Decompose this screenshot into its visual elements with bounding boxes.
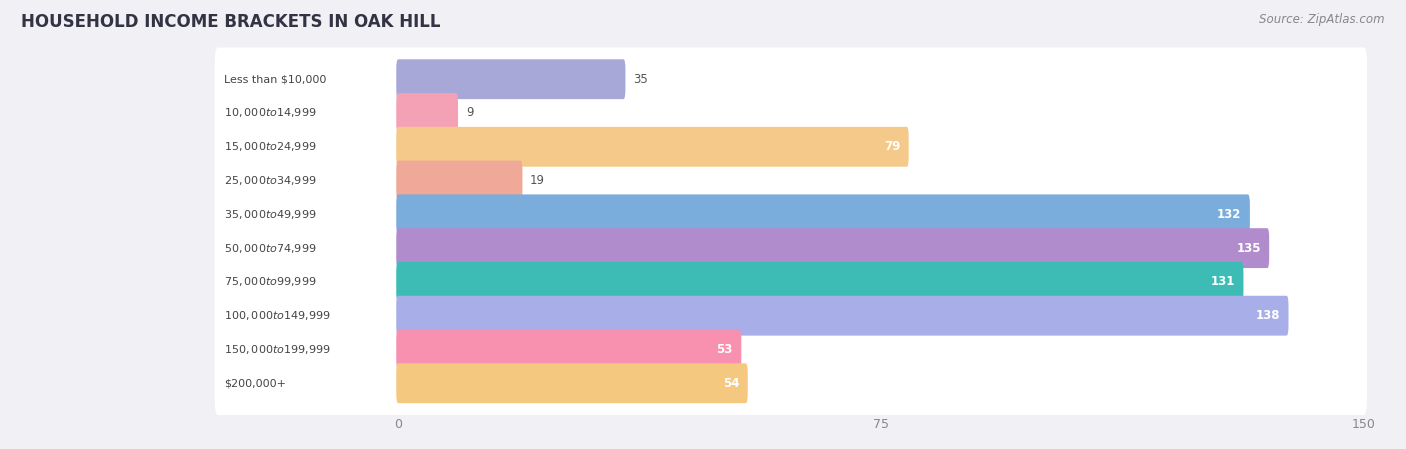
Text: 131: 131 (1211, 275, 1234, 288)
Text: 9: 9 (465, 106, 474, 119)
Text: $50,000 to $74,999: $50,000 to $74,999 (225, 242, 316, 255)
Text: $10,000 to $14,999: $10,000 to $14,999 (225, 106, 316, 119)
Text: $100,000 to $149,999: $100,000 to $149,999 (225, 309, 330, 322)
FancyBboxPatch shape (396, 59, 626, 99)
Text: $200,000+: $200,000+ (225, 378, 287, 388)
Text: $150,000 to $199,999: $150,000 to $199,999 (225, 343, 330, 356)
Text: 79: 79 (884, 140, 900, 153)
Text: $75,000 to $99,999: $75,000 to $99,999 (225, 275, 316, 288)
FancyBboxPatch shape (215, 284, 1367, 348)
FancyBboxPatch shape (396, 228, 1270, 268)
Text: 35: 35 (633, 73, 648, 86)
FancyBboxPatch shape (396, 161, 523, 201)
FancyBboxPatch shape (215, 149, 1367, 212)
FancyBboxPatch shape (215, 352, 1367, 415)
Text: 19: 19 (530, 174, 546, 187)
FancyBboxPatch shape (396, 330, 741, 370)
Text: $35,000 to $49,999: $35,000 to $49,999 (225, 208, 316, 221)
FancyBboxPatch shape (396, 194, 1250, 234)
FancyBboxPatch shape (215, 216, 1367, 280)
FancyBboxPatch shape (396, 262, 1243, 302)
Text: 132: 132 (1218, 208, 1241, 221)
Text: $25,000 to $34,999: $25,000 to $34,999 (225, 174, 316, 187)
Text: Source: ZipAtlas.com: Source: ZipAtlas.com (1260, 13, 1385, 26)
FancyBboxPatch shape (215, 48, 1367, 111)
Text: 138: 138 (1256, 309, 1279, 322)
FancyBboxPatch shape (215, 81, 1367, 145)
FancyBboxPatch shape (215, 115, 1367, 179)
FancyBboxPatch shape (215, 183, 1367, 246)
FancyBboxPatch shape (396, 296, 1288, 335)
Text: Less than $10,000: Less than $10,000 (225, 74, 326, 84)
Text: $15,000 to $24,999: $15,000 to $24,999 (225, 140, 316, 153)
Text: HOUSEHOLD INCOME BRACKETS IN OAK HILL: HOUSEHOLD INCOME BRACKETS IN OAK HILL (21, 13, 440, 31)
Text: 135: 135 (1236, 242, 1261, 255)
FancyBboxPatch shape (215, 250, 1367, 314)
FancyBboxPatch shape (396, 93, 458, 133)
Text: 53: 53 (717, 343, 733, 356)
FancyBboxPatch shape (396, 363, 748, 403)
Text: 54: 54 (723, 377, 740, 390)
FancyBboxPatch shape (396, 127, 908, 167)
FancyBboxPatch shape (215, 318, 1367, 381)
